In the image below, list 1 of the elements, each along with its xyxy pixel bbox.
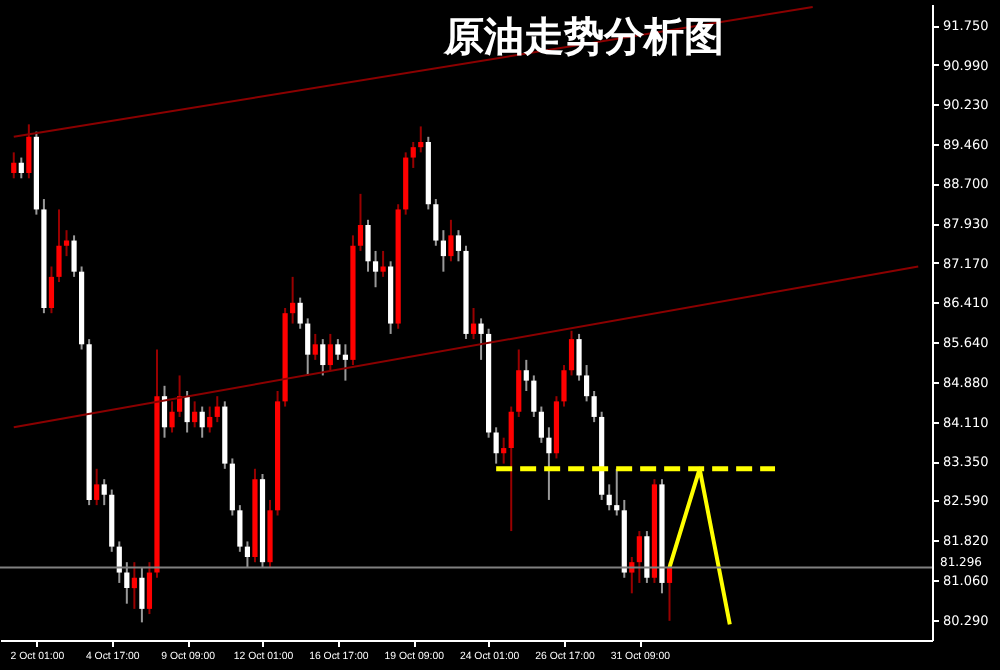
chart-title: 原油走势分析图 [442, 12, 724, 60]
